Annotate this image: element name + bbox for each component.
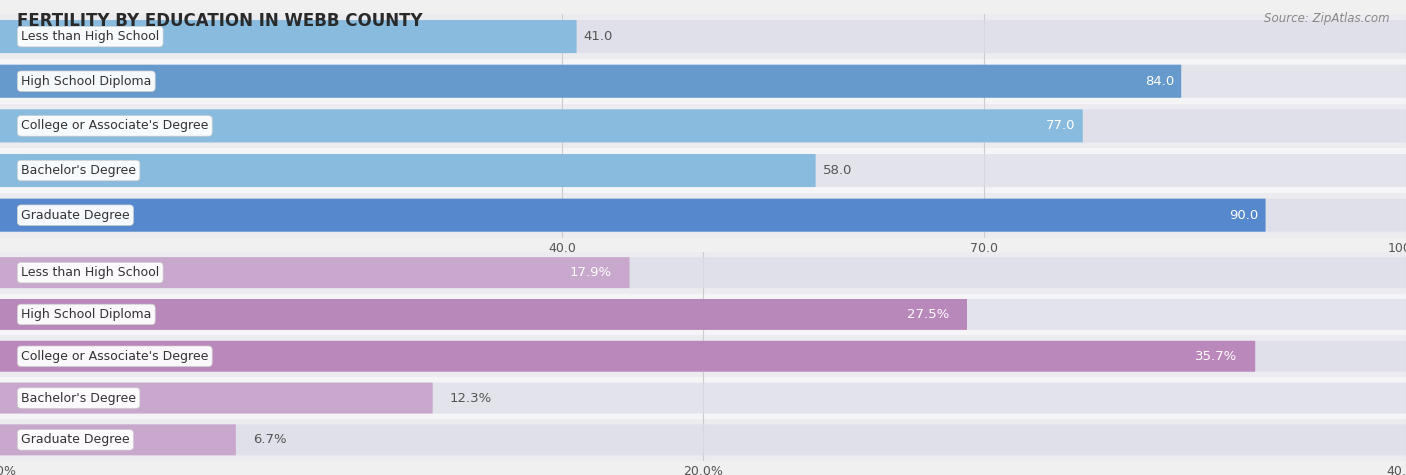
- Text: Graduate Degree: Graduate Degree: [21, 209, 129, 222]
- FancyBboxPatch shape: [0, 20, 576, 53]
- FancyBboxPatch shape: [0, 65, 1181, 98]
- Text: 77.0: 77.0: [1046, 119, 1076, 133]
- FancyBboxPatch shape: [0, 154, 815, 187]
- FancyBboxPatch shape: [0, 382, 433, 414]
- Text: Less than High School: Less than High School: [21, 30, 159, 43]
- Text: High School Diploma: High School Diploma: [21, 75, 152, 88]
- Text: FERTILITY BY EDUCATION IN WEBB COUNTY: FERTILITY BY EDUCATION IN WEBB COUNTY: [17, 12, 422, 30]
- FancyBboxPatch shape: [0, 257, 1406, 288]
- Text: 35.7%: 35.7%: [1195, 350, 1237, 363]
- FancyBboxPatch shape: [0, 20, 1406, 53]
- Bar: [0, 104, 1406, 148]
- FancyBboxPatch shape: [0, 199, 1406, 232]
- Text: 17.9%: 17.9%: [569, 266, 612, 279]
- Bar: [0, 377, 1406, 419]
- Text: 6.7%: 6.7%: [253, 433, 287, 446]
- Text: 84.0: 84.0: [1144, 75, 1174, 88]
- FancyBboxPatch shape: [0, 424, 1406, 456]
- Text: 27.5%: 27.5%: [907, 308, 949, 321]
- Text: College or Associate's Degree: College or Associate's Degree: [21, 350, 208, 363]
- Text: College or Associate's Degree: College or Associate's Degree: [21, 119, 208, 133]
- Bar: [0, 294, 1406, 335]
- Text: Less than High School: Less than High School: [21, 266, 159, 279]
- Bar: [0, 148, 1406, 193]
- Bar: [0, 335, 1406, 377]
- Text: 58.0: 58.0: [823, 164, 852, 177]
- FancyBboxPatch shape: [0, 382, 1406, 414]
- FancyBboxPatch shape: [0, 341, 1406, 372]
- Text: High School Diploma: High School Diploma: [21, 308, 152, 321]
- FancyBboxPatch shape: [0, 109, 1083, 142]
- FancyBboxPatch shape: [0, 341, 1256, 372]
- FancyBboxPatch shape: [0, 299, 1406, 330]
- FancyBboxPatch shape: [0, 299, 967, 330]
- Text: 41.0: 41.0: [583, 30, 613, 43]
- Text: 12.3%: 12.3%: [450, 391, 492, 405]
- FancyBboxPatch shape: [0, 65, 1406, 98]
- FancyBboxPatch shape: [0, 154, 1406, 187]
- Text: Bachelor's Degree: Bachelor's Degree: [21, 164, 136, 177]
- Text: Source: ZipAtlas.com: Source: ZipAtlas.com: [1264, 12, 1389, 25]
- Text: 90.0: 90.0: [1229, 209, 1258, 222]
- FancyBboxPatch shape: [0, 109, 1406, 142]
- FancyBboxPatch shape: [0, 199, 1265, 232]
- Bar: [0, 193, 1406, 238]
- Text: Graduate Degree: Graduate Degree: [21, 433, 129, 446]
- FancyBboxPatch shape: [0, 424, 236, 456]
- Bar: [0, 59, 1406, 104]
- Bar: [0, 252, 1406, 294]
- Bar: [0, 14, 1406, 59]
- Bar: [0, 419, 1406, 461]
- Text: Bachelor's Degree: Bachelor's Degree: [21, 391, 136, 405]
- FancyBboxPatch shape: [0, 257, 630, 288]
